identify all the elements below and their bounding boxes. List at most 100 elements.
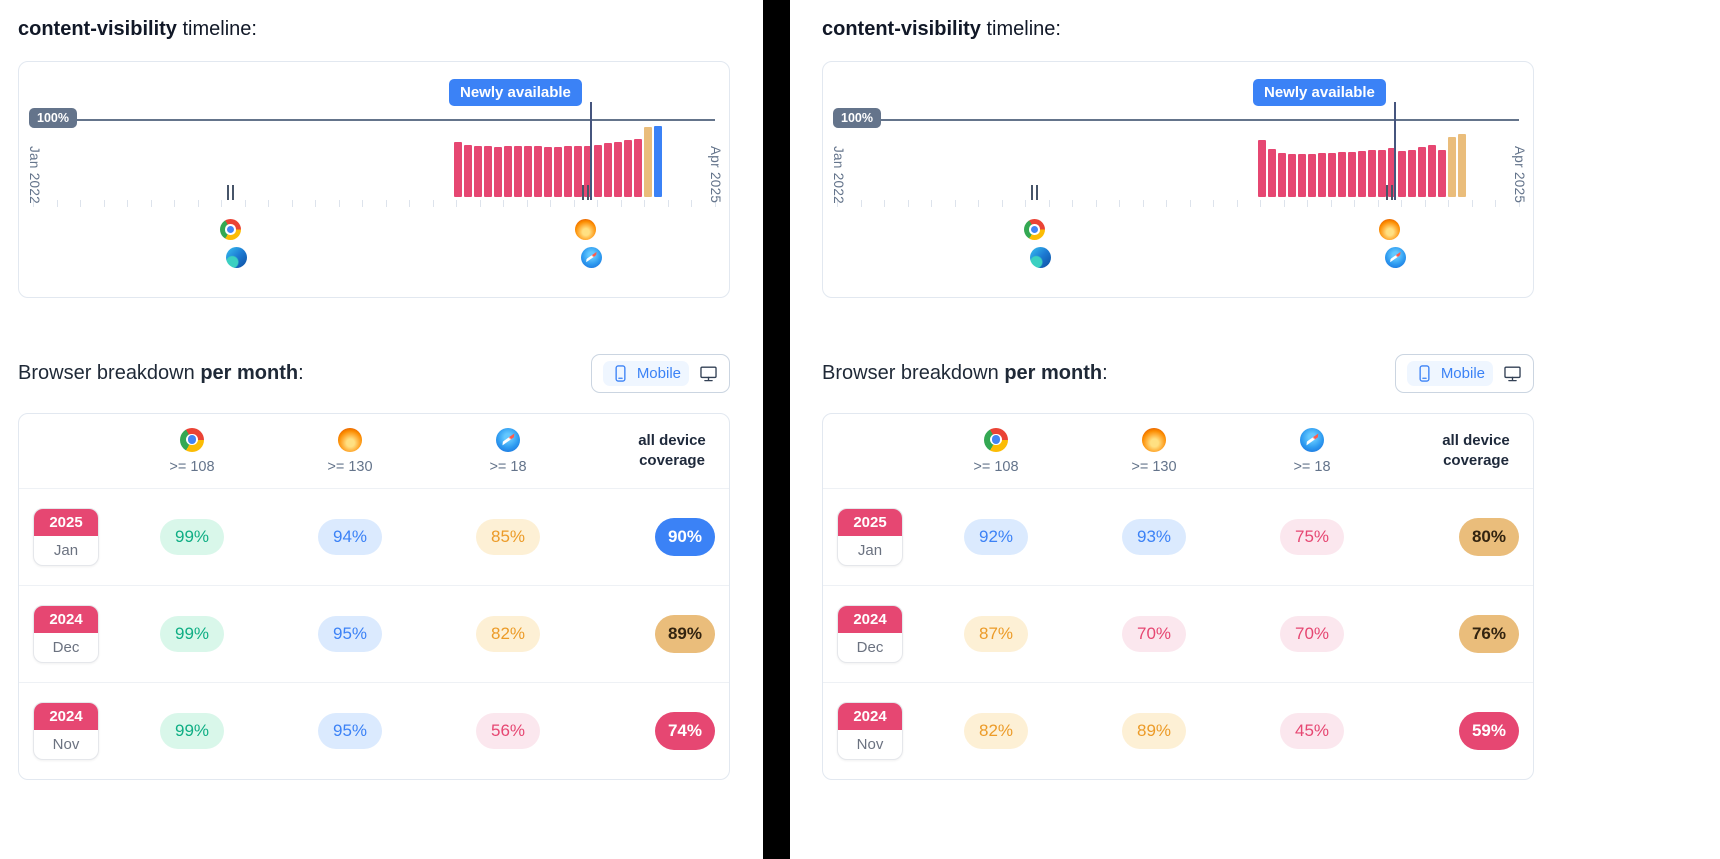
axis-tick [667,200,669,207]
table-row: 2024 Dec 99% 95% 82% 89% [19,585,729,682]
axis-tick [1166,200,1168,207]
axis-tick [244,200,246,207]
all-device-coverage-pill: 80% [1458,518,1519,556]
safari-icon [581,247,602,268]
feature-name: content-visibility [18,18,177,40]
safari-coverage-cell: 45% [1233,713,1391,749]
desktop-monitor-icon[interactable] [1503,364,1522,383]
firefox-coverage-pill: 95% [317,616,383,652]
release-tick [1386,185,1388,200]
chrome-coverage-cell: 99% [113,519,271,555]
timeline-bar [474,146,482,197]
axis-tick [1119,200,1121,207]
desktop-monitor-icon[interactable] [699,364,718,383]
x-axis-end-label: Apr 2025 [1512,146,1527,204]
axis-tick [550,200,552,207]
year-label: 2024 [838,606,902,633]
date-badge: 2025 Jan [33,508,99,566]
timeline-bar [1268,149,1276,197]
safari-min-version: >= 18 [1293,458,1331,475]
axis-tick [1283,200,1285,207]
firefox-coverage-pill: 94% [317,519,383,555]
year-label: 2025 [34,509,98,536]
all-device-cell: 80% [1391,518,1519,556]
axis-tick [860,200,862,207]
chrome-edge-release-marker [227,185,235,200]
date-badge: 2025 Jan [837,508,903,566]
release-tick [1036,185,1038,200]
date-cell: 2024 Nov [33,702,113,760]
timeline-bar [524,146,532,197]
table-header: >= 108 >= 130 >= 18 all device coverage [823,414,1533,488]
left-panel: content-visibility timeline: 100% Newly … [0,0,763,859]
date-cell: 2024 Dec [33,605,113,663]
timeline-bar [1298,154,1306,197]
axis-tick [1377,200,1379,207]
safari-coverage-cell: 82% [429,616,587,652]
firefox-safari-release-marker [1386,185,1394,200]
breakdown-bold: per month [200,362,299,384]
axis-tick [691,200,693,207]
breakdown-header-row: Browser breakdown per month: Mobile [18,354,730,393]
release-tick [227,185,229,200]
timeline-bar [644,127,652,197]
year-label: 2025 [838,509,902,536]
device-toggle[interactable]: Mobile [590,354,730,393]
timeline-bar [624,140,632,197]
chrome-icon [220,219,241,240]
timeline-bar [1328,153,1336,197]
panel-divider [763,0,790,859]
timeline-bar [654,126,662,197]
mobile-toggle-option[interactable]: Mobile [1406,361,1493,386]
release-tick [232,185,234,200]
mobile-toggle-option[interactable]: Mobile [602,361,689,386]
all-device-coverage-pill: 90% [654,518,715,556]
chrome-coverage-cell: 99% [113,713,271,749]
axis-tick [1189,200,1191,207]
chrome-coverage-pill: 99% [159,616,225,652]
timeline-bar [1418,147,1426,197]
breakdown-bold: per month [1004,362,1103,384]
feature-title-rest: timeline: [980,18,1061,40]
feature-name: content-visibility [822,18,981,40]
timeline-bar [1408,150,1416,197]
timeline-bar [614,142,622,197]
breakdown-prefix: Browser breakdown [18,362,201,384]
axis-tick [103,200,105,207]
month-label: Nov [856,736,884,753]
firefox-safari-release-marker [582,185,590,200]
chrome-edge-release-marker [1031,185,1039,200]
axis-tick [1495,200,1497,207]
timeline-bar [584,146,592,197]
timeline-bar [544,147,552,197]
browser-breakdown-table: >= 108 >= 130 >= 18 all device coverage … [822,413,1534,780]
axis-tick [1354,200,1356,207]
axis-tick [291,200,293,207]
timeline-bar [554,147,562,197]
table-row: 2024 Dec 87% 70% 70% 76% [823,585,1533,682]
date-badge: 2024 Nov [837,702,903,760]
date-cell: 2025 Jan [33,508,113,566]
timeline-bar [1258,140,1266,197]
all-device-coverage-pill: 89% [654,615,715,653]
safari-coverage-cell: 56% [429,713,587,749]
axis-tick [1330,200,1332,207]
timeline-axis-ticks [837,200,1520,208]
date-cell: 2025 Jan [837,508,917,566]
chrome-coverage-cell: 99% [113,616,271,652]
100-percent-reference-line [835,119,1519,121]
chrome-min-version: >= 108 [169,458,215,475]
firefox-coverage-cell: 89% [1075,713,1233,749]
firefox-icon [1379,219,1400,240]
device-toggle[interactable]: Mobile [1394,354,1534,393]
chrome-column-header: >= 108 [917,427,1075,475]
chrome-icon [984,427,1008,452]
breakdown-title: Browser breakdown per month: [822,362,1108,385]
axis-tick [1448,200,1450,207]
axis-tick [503,200,505,207]
month-label: Nov [52,736,80,753]
newly-available-marker-line [1394,102,1396,200]
month-label: Jan [53,542,79,559]
axis-tick [837,200,838,207]
safari-coverage-pill: 85% [475,519,541,555]
